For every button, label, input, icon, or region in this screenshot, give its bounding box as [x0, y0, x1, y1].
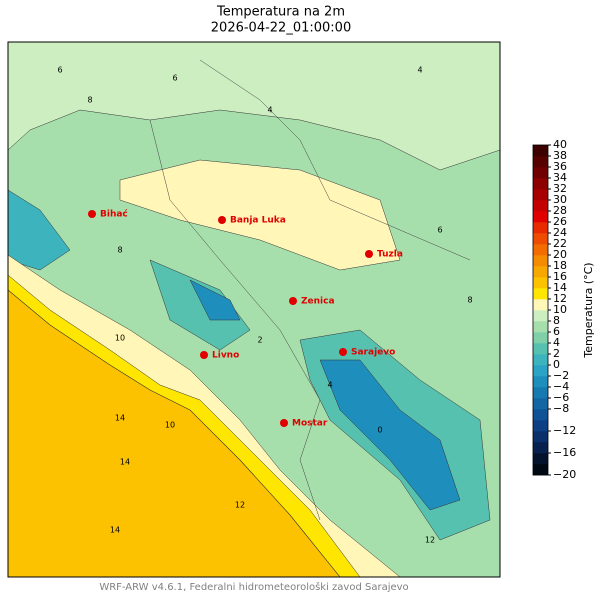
- colorbar-tick-label: −2: [553, 369, 569, 382]
- colorbar-tick-label: −8: [553, 402, 569, 415]
- city-label: Banja Luka: [230, 216, 286, 226]
- contour-label: 4: [327, 381, 332, 390]
- colorbar-tick-label: 4: [553, 336, 560, 349]
- subtitle: 2026-04-22_01:00:00: [211, 21, 351, 36]
- colorbar-segment: [533, 343, 548, 355]
- colorbar-tick-label: 36: [553, 160, 567, 173]
- city-label: Zenica: [301, 297, 335, 307]
- colorbar-segment: [533, 365, 548, 377]
- colorbar-segment: [533, 255, 548, 267]
- colorbar-tick-label: 18: [553, 259, 567, 272]
- colorbar-tick-label: −16: [553, 446, 576, 459]
- contour-label: 8: [467, 296, 472, 305]
- contour-label: 6: [437, 226, 442, 235]
- city-label: Mostar: [292, 419, 328, 429]
- colorbar-segment: [533, 244, 548, 256]
- contour-label: 0: [377, 426, 382, 435]
- colorbar-segment: [533, 266, 548, 278]
- contour-label: 2: [257, 336, 262, 345]
- colorbar-segment: [533, 222, 548, 234]
- contour-label: 12: [425, 536, 435, 545]
- colorbar-segment: [533, 398, 548, 410]
- colorbar-segment: [533, 464, 548, 476]
- contour-label: 6: [57, 66, 62, 75]
- colorbar-tick-label: 0: [553, 358, 560, 371]
- city-marker: [339, 348, 347, 356]
- contour-label: 10: [115, 334, 125, 343]
- colorbar-tick-label: 26: [553, 215, 567, 228]
- colorbar-segment: [533, 233, 548, 245]
- colorbar-tick-label: −4: [553, 380, 569, 393]
- colorbar-tick-label: 34: [553, 171, 567, 184]
- city-marker: [289, 297, 297, 305]
- colorbar-segment: [533, 420, 548, 432]
- colorbar-segment: [533, 376, 548, 388]
- colorbar-segment: [533, 299, 548, 311]
- colorbar-segment: [533, 431, 548, 443]
- footer: WRF-ARW v4.6.1, Federalni hidrometeorolo…: [99, 581, 408, 593]
- city-marker: [280, 419, 288, 427]
- colorbar-tick-label: 28: [553, 204, 567, 217]
- colorbar-segment: [533, 387, 548, 399]
- city-marker: [218, 216, 226, 224]
- colorbar-tick-label: 10: [553, 303, 567, 316]
- contour-label: 14: [110, 526, 120, 535]
- colorbar-segment: [533, 189, 548, 201]
- contour-label: 10: [165, 421, 175, 430]
- colorbar-segment: [533, 409, 548, 421]
- colorbar-tick-label: 6: [553, 325, 560, 338]
- colorbar-tick-label: 14: [553, 281, 567, 294]
- contour-label: 4: [417, 66, 422, 75]
- colorbar-tick-label: 16: [553, 270, 567, 283]
- contour-label: 8: [87, 96, 92, 105]
- colorbar-tick-label: 38: [553, 149, 567, 162]
- title: Temperatura na 2m: [216, 5, 345, 20]
- colorbar-tick-label: 32: [553, 182, 567, 195]
- colorbar-segment: [533, 310, 548, 322]
- colorbar-tick-label: 22: [553, 237, 567, 250]
- city-label: Bihać: [100, 209, 128, 220]
- contour-label: 4: [267, 106, 272, 115]
- city-marker: [88, 210, 96, 218]
- contour-label: 14: [120, 458, 130, 467]
- colorbar-tick-label: 2: [553, 347, 560, 360]
- colorbar-tick-label: 8: [553, 314, 560, 327]
- colorbar-tick-label: 20: [553, 248, 567, 261]
- colorbar-segment: [533, 354, 548, 366]
- colorbar-segment: [533, 277, 548, 289]
- colorbar-segment: [533, 332, 548, 344]
- colorbar-segment: [533, 156, 548, 168]
- colorbar-segment: [533, 167, 548, 179]
- colorbar-tick-label: 12: [553, 292, 567, 305]
- colorbar-segment: [533, 200, 548, 212]
- city-label: Livno: [212, 351, 239, 361]
- colorbar-tick-label: 40: [553, 138, 567, 151]
- contour-label: 14: [115, 414, 125, 423]
- city-label: Sarajevo: [351, 348, 395, 358]
- colorbar-tick-label: −6: [553, 391, 569, 404]
- contour-label: 6: [172, 74, 177, 83]
- colorbar-segment: [533, 321, 548, 333]
- colorbar-segment: [533, 211, 548, 223]
- colorbar-segment: [533, 288, 548, 300]
- colorbar-segment: [533, 453, 548, 465]
- map-frame: [7, 41, 501, 578]
- city-label: Tuzla: [377, 250, 403, 260]
- contour-label: 8: [117, 246, 122, 255]
- colorbar-segment: [533, 178, 548, 190]
- colorbar-label: Temperatura (°C): [582, 262, 595, 358]
- city-marker: [200, 351, 208, 359]
- colorbar-tick-label: −20: [553, 468, 576, 481]
- colorbar-tick-label: 24: [553, 226, 567, 239]
- colorbar-tick-label: −12: [553, 424, 576, 437]
- contour-label: 12: [235, 501, 245, 510]
- colorbar-segment: [533, 145, 548, 157]
- map: [8, 42, 500, 577]
- colorbar-tick-label: 30: [553, 193, 567, 206]
- colorbar-segment: [533, 442, 548, 454]
- city-marker: [365, 250, 373, 258]
